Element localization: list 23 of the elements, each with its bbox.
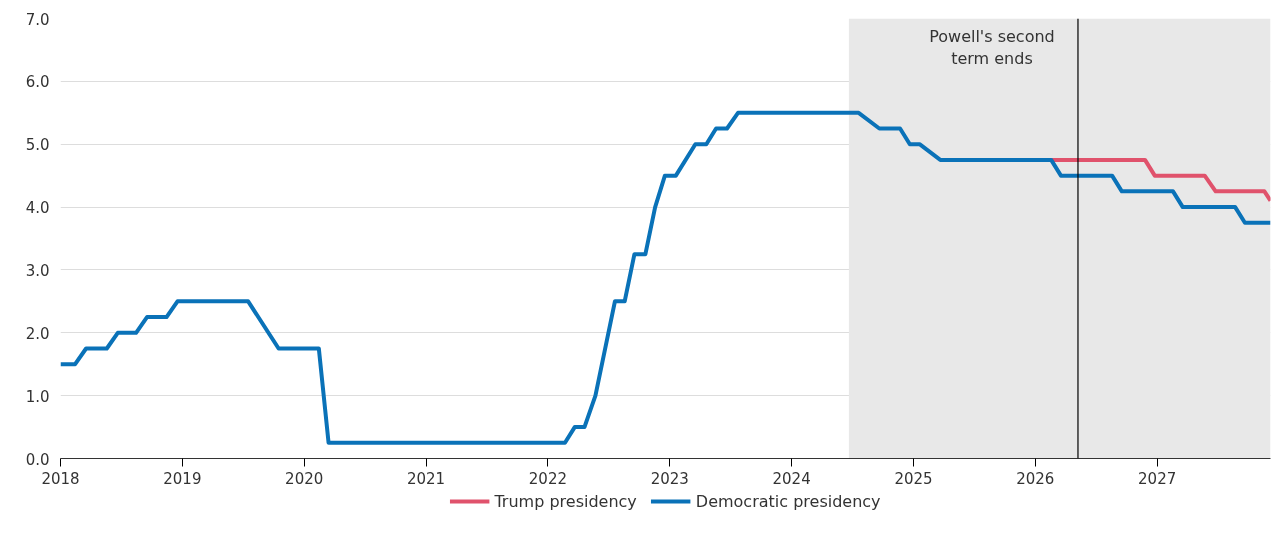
x-tick-label: 2024 [772,469,811,488]
y-tick-label: 1.0 [25,387,50,406]
y-tick-label: 3.0 [25,261,50,280]
y-tick-label: 5.0 [25,136,50,155]
x-tick-label: 2022 [528,469,568,488]
y-tick-label: 2.0 [25,324,50,343]
y-tick-label: 6.0 [25,73,50,92]
x-tick-label: 2027 [1138,469,1177,488]
x-tick-label: 2021 [406,469,446,488]
y-tick-label: 7.0 [25,10,50,29]
x-tick-label: 2023 [650,469,689,488]
x-tick-label: 2019 [163,469,202,488]
y-tick-label: 4.0 [25,199,50,218]
x-tick-label: 2025 [894,469,933,488]
legend-label: Democratic presidency [695,491,881,511]
y-tick-label: 0.0 [25,450,50,469]
line-series [1049,157,1271,203]
x-tick-label: 2020 [285,469,324,488]
x-tick-label: 2018 [41,469,80,488]
line-series [60,110,1271,445]
x-tick-label: 2026 [1016,469,1055,488]
ref-line-label: Powell's second term ends [929,26,1055,69]
legend-label: Trump presidency [494,491,637,511]
